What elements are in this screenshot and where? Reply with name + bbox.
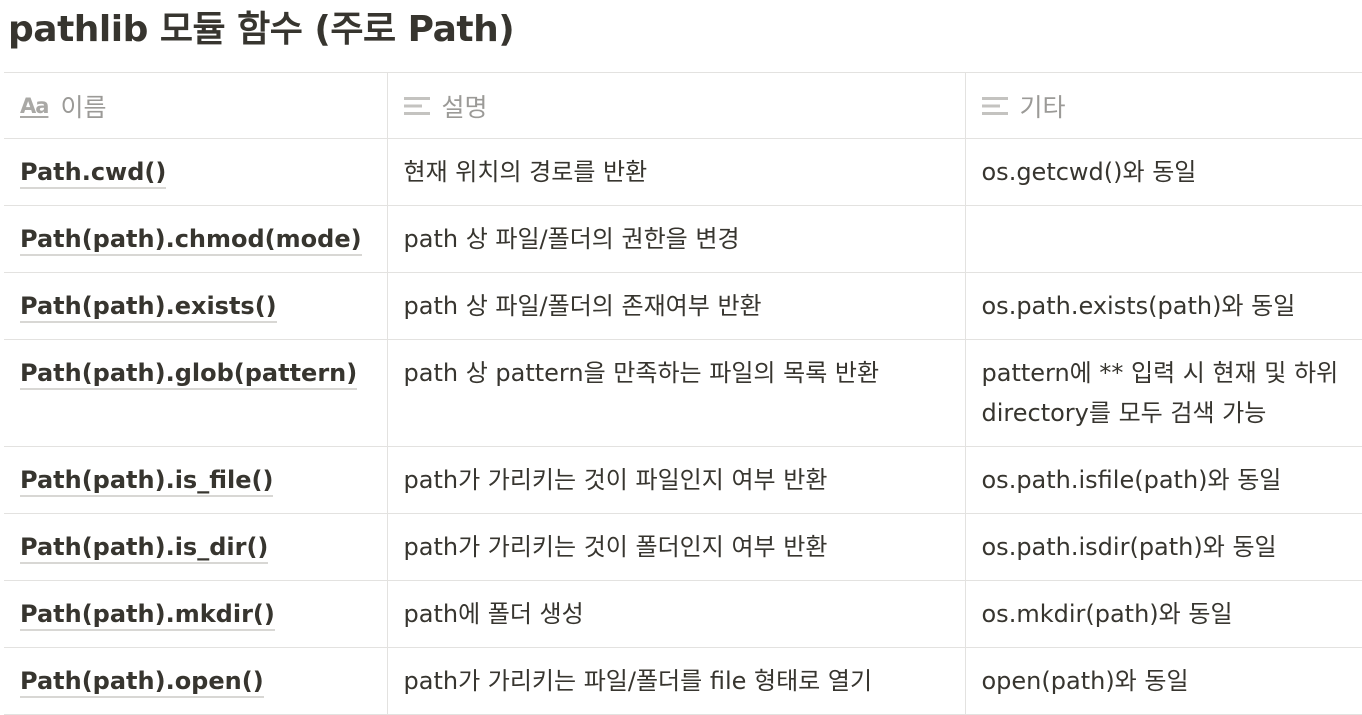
table-row[interactable]: Path(path).mkdir() path에 폴더 생성 os.mkdir(… (4, 580, 1362, 648)
description-cell[interactable]: path에 폴더 생성 (386, 580, 965, 648)
etc-cell[interactable]: os.path.isdir(path)와 동일 (964, 513, 1362, 581)
column-header-label: 이름 (60, 92, 107, 122)
table-row[interactable]: Path(path).is_file() path가 가리키는 것이 파일인지 … (4, 446, 1362, 514)
name-cell[interactable]: Path.cwd() (4, 138, 387, 206)
description-cell[interactable]: path가 가리키는 것이 파일인지 여부 반환 (386, 446, 965, 514)
table-row[interactable]: Path(path).chmod(mode) path 상 파일/폴더의 권한을… (4, 205, 1362, 273)
table-row[interactable]: Path(path).exists() path 상 파일/폴더의 존재여부 반… (4, 272, 1362, 340)
name-cell[interactable]: Path(path).glob(pattern) (4, 339, 387, 447)
column-header-label: 기타 (1019, 92, 1066, 122)
etc-cell[interactable]: os.path.exists(path)와 동일 (964, 272, 1362, 340)
etc-cell[interactable]: pattern에 ** 입력 시 현재 및 하위 directory를 모두 검… (964, 339, 1362, 447)
description-cell[interactable]: path가 가리키는 것이 폴더인지 여부 반환 (386, 513, 965, 581)
name-cell[interactable]: Path(path).is_dir() (4, 513, 387, 581)
description-cell[interactable]: 현재 위치의 경로를 반환 (386, 138, 965, 206)
column-header-description[interactable]: 설명 (386, 72, 965, 139)
row-title-link[interactable]: Path(path).is_file() (20, 466, 274, 497)
etc-cell[interactable]: os.path.isfile(path)와 동일 (964, 446, 1362, 514)
description-cell[interactable]: path 상 파일/폴더의 존재여부 반환 (386, 272, 965, 340)
row-title-link[interactable]: Path(path).is_dir() (20, 533, 269, 564)
column-header-etc[interactable]: 기타 (964, 72, 1362, 139)
table-row[interactable]: Path(path).open() path가 가리키는 파일/폴더를 file… (4, 647, 1362, 715)
name-cell[interactable]: Path(path).chmod(mode) (4, 205, 387, 273)
row-title-link[interactable]: Path.cwd() (20, 158, 167, 189)
name-cell[interactable]: Path(path).mkdir() (4, 580, 387, 648)
table-row[interactable]: Path.cwd() 현재 위치의 경로를 반환 os.getcwd()와 동일 (4, 138, 1362, 206)
column-header-name[interactable]: Aa 이름 (4, 72, 387, 139)
etc-cell[interactable]: os.getcwd()와 동일 (964, 138, 1362, 206)
row-title-link[interactable]: Path(path).open() (20, 667, 264, 698)
description-cell[interactable]: path가 가리키는 파일/폴더를 file 형태로 열기 (386, 647, 965, 715)
etc-cell[interactable]: os.mkdir(path)와 동일 (964, 580, 1362, 648)
row-title-link[interactable]: Path(path).mkdir() (20, 600, 275, 631)
column-header-label: 설명 (441, 92, 488, 122)
row-title-link[interactable]: Path(path).exists() (20, 292, 277, 323)
etc-cell[interactable] (964, 205, 1362, 273)
description-cell[interactable]: path 상 pattern을 만족하는 파일의 목록 반환 (386, 339, 965, 447)
page-title: pathlib 모듈 함수 (주로 Path) (8, 9, 515, 50)
description-cell[interactable]: path 상 파일/폴더의 권한을 변경 (386, 205, 965, 273)
name-cell[interactable]: Path(path).is_file() (4, 446, 387, 514)
title-property-icon: Aa (20, 93, 49, 118)
database-table: Aa 이름 설명 (4, 72, 1362, 715)
etc-cell[interactable]: open(path)와 동일 (964, 647, 1362, 715)
table-header-row: Aa 이름 설명 (4, 72, 1362, 139)
table-row[interactable]: Path(path).is_dir() path가 가리키는 것이 폴더인지 여… (4, 513, 1362, 581)
table-row[interactable]: Path(path).glob(pattern) path 상 pattern을… (4, 339, 1362, 447)
row-title-link[interactable]: Path(path).glob(pattern) (20, 359, 358, 390)
name-cell[interactable]: Path(path).exists() (4, 272, 387, 340)
text-property-icon (981, 96, 1008, 116)
name-cell[interactable]: Path(path).open() (4, 647, 387, 715)
row-title-link[interactable]: Path(path).chmod(mode) (20, 225, 362, 256)
text-property-icon (403, 96, 430, 116)
